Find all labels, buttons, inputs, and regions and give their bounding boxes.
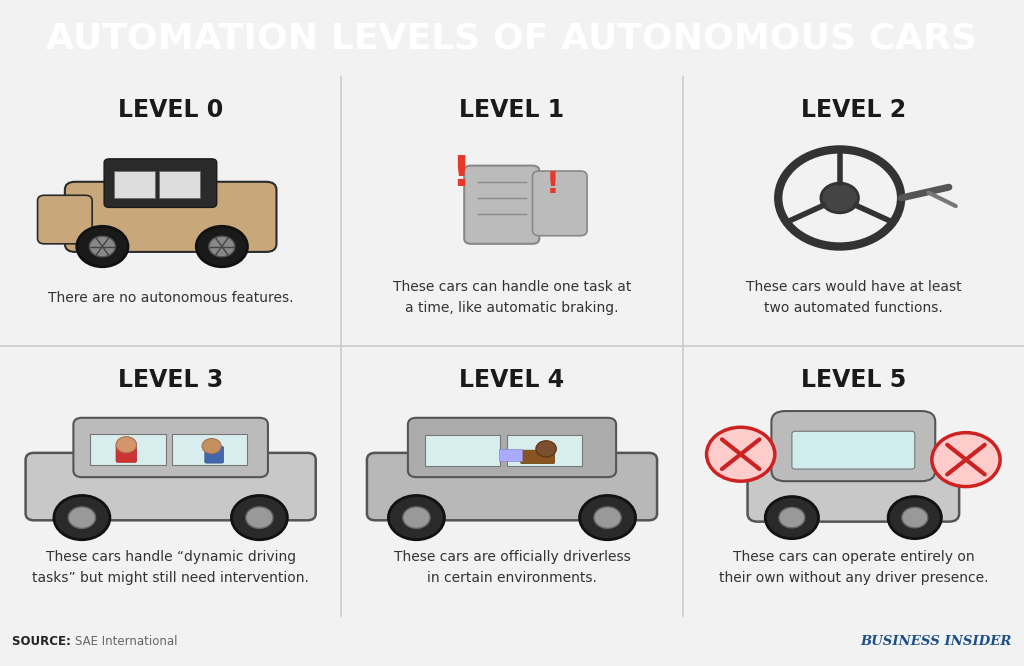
Text: These cars would have at least
two automated functions.: These cars would have at least two autom… — [745, 280, 962, 315]
FancyBboxPatch shape — [38, 195, 92, 244]
Circle shape — [246, 507, 273, 528]
Circle shape — [209, 236, 234, 257]
FancyBboxPatch shape — [499, 449, 521, 461]
FancyBboxPatch shape — [159, 171, 200, 198]
FancyBboxPatch shape — [532, 171, 587, 236]
FancyBboxPatch shape — [90, 434, 166, 465]
Circle shape — [765, 497, 818, 539]
FancyBboxPatch shape — [65, 182, 276, 252]
Text: These cars handle “dynamic driving
tasks” but might still need intervention.: These cars handle “dynamic driving tasks… — [32, 550, 309, 585]
Text: !: ! — [452, 153, 470, 194]
FancyBboxPatch shape — [367, 453, 657, 520]
Circle shape — [779, 507, 805, 528]
FancyBboxPatch shape — [408, 418, 616, 477]
Text: These cars are officially driverless
in certain environments.: These cars are officially driverless in … — [393, 550, 631, 585]
FancyBboxPatch shape — [748, 452, 959, 521]
Text: LEVEL 5: LEVEL 5 — [801, 368, 906, 392]
Text: BUSINESS INSIDER: BUSINESS INSIDER — [860, 635, 1012, 647]
Circle shape — [707, 428, 775, 481]
Circle shape — [580, 496, 636, 539]
Text: LEVEL 0: LEVEL 0 — [118, 98, 223, 122]
Circle shape — [89, 236, 116, 257]
Circle shape — [594, 507, 622, 528]
FancyBboxPatch shape — [74, 418, 268, 477]
Circle shape — [888, 497, 941, 539]
Circle shape — [77, 226, 128, 267]
FancyBboxPatch shape — [115, 171, 156, 198]
Circle shape — [231, 496, 288, 539]
FancyBboxPatch shape — [771, 411, 935, 481]
Circle shape — [116, 437, 136, 453]
FancyBboxPatch shape — [464, 166, 540, 244]
Text: LEVEL 1: LEVEL 1 — [460, 98, 564, 122]
Text: These cars can operate entirely on
their own without any driver presence.: These cars can operate entirely on their… — [719, 550, 988, 585]
FancyBboxPatch shape — [520, 450, 555, 464]
Circle shape — [402, 507, 430, 528]
Text: LEVEL 4: LEVEL 4 — [460, 368, 564, 392]
Text: LEVEL 3: LEVEL 3 — [118, 368, 223, 392]
Circle shape — [902, 507, 928, 528]
FancyBboxPatch shape — [205, 446, 223, 463]
Circle shape — [388, 496, 444, 539]
Text: These cars can handle one task at
a time, like automatic braking.: These cars can handle one task at a time… — [393, 280, 631, 315]
FancyBboxPatch shape — [26, 453, 315, 520]
Text: AUTOMATION LEVELS OF AUTONOMOUS CARS: AUTOMATION LEVELS OF AUTONOMOUS CARS — [46, 21, 978, 55]
Circle shape — [932, 433, 1000, 487]
Circle shape — [821, 183, 858, 213]
Text: SAE International: SAE International — [75, 635, 177, 647]
Text: There are no autonomous features.: There are no autonomous features. — [48, 291, 294, 305]
FancyBboxPatch shape — [792, 432, 914, 469]
Text: !: ! — [546, 170, 560, 199]
Text: SOURCE:: SOURCE: — [12, 635, 76, 647]
Text: LEVEL 2: LEVEL 2 — [801, 98, 906, 122]
Circle shape — [197, 226, 248, 267]
FancyBboxPatch shape — [104, 159, 217, 207]
FancyBboxPatch shape — [172, 434, 248, 465]
FancyBboxPatch shape — [425, 434, 500, 466]
Circle shape — [202, 439, 221, 454]
FancyBboxPatch shape — [507, 434, 582, 466]
Circle shape — [69, 507, 95, 528]
FancyBboxPatch shape — [116, 445, 136, 462]
Circle shape — [536, 441, 556, 457]
Circle shape — [54, 496, 110, 539]
